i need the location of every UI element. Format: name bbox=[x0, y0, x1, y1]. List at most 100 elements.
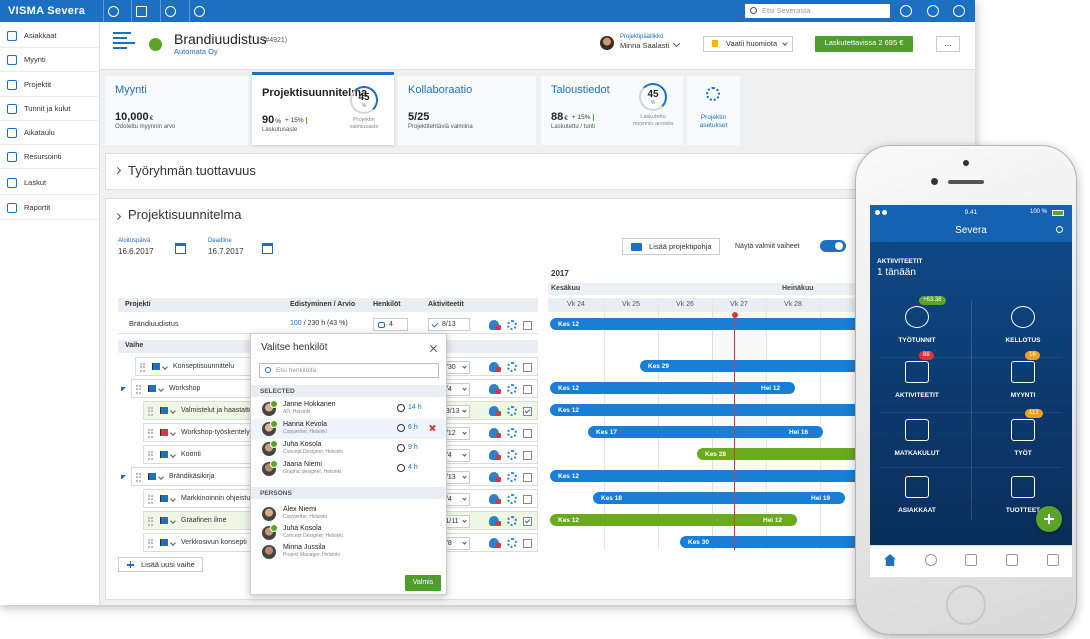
sidebar-item[interactable] bbox=[0, 196, 99, 220]
more-button[interactable]: ... bbox=[936, 36, 960, 52]
person-row[interactable] bbox=[251, 504, 446, 523]
gear-icon[interactable] bbox=[507, 427, 517, 438]
assign-icon[interactable] bbox=[489, 427, 499, 438]
gear-icon[interactable] bbox=[507, 320, 517, 330]
sidebar-item[interactable] bbox=[0, 24, 99, 48]
gear-icon[interactable] bbox=[507, 537, 517, 548]
gantt-bar[interactable]: Kes 30 bbox=[680, 536, 860, 548]
gantt-bar[interactable]: Kes 12 bbox=[550, 404, 860, 416]
gantt-bar[interactable]: Kes 12 bbox=[550, 318, 860, 330]
phase-flag[interactable] bbox=[148, 384, 156, 392]
assign-icon[interactable] bbox=[489, 537, 499, 548]
sidebar-item[interactable] bbox=[0, 145, 99, 169]
checkbox[interactable] bbox=[523, 494, 532, 504]
gantt-bar[interactable]: Kes 12 Hei 12 bbox=[550, 382, 795, 394]
sidebar-item[interactable] bbox=[0, 97, 99, 121]
assign-icon[interactable] bbox=[489, 383, 499, 394]
add-phase-button[interactable]: Lisää uusi vaihe bbox=[118, 557, 203, 572]
gear-icon[interactable] bbox=[507, 449, 517, 460]
phase-flag[interactable] bbox=[152, 362, 160, 370]
phase-flag[interactable] bbox=[160, 406, 168, 414]
assign-icon[interactable] bbox=[489, 449, 499, 460]
phase-flag[interactable] bbox=[148, 472, 156, 480]
assign-icon[interactable] bbox=[489, 515, 499, 526]
person-row[interactable] bbox=[251, 523, 446, 542]
toggle[interactable] bbox=[820, 240, 846, 252]
sidebar-item[interactable] bbox=[0, 171, 99, 195]
sidebar-item[interactable] bbox=[0, 121, 99, 145]
gear-icon[interactable] bbox=[507, 405, 517, 416]
expand-arrow[interactable] bbox=[121, 474, 126, 480]
gear-icon[interactable] bbox=[507, 361, 517, 372]
gantt-bar[interactable]: Kes 29 bbox=[640, 360, 860, 372]
sidebar-item[interactable] bbox=[0, 48, 99, 72]
tab-icon[interactable] bbox=[1047, 554, 1059, 566]
top-icon[interactable] bbox=[927, 5, 939, 17]
tab[interactable]: Projektisuunnitelma 90% + 15% Laskutusaste 4… bbox=[252, 72, 394, 145]
people-dropdown[interactable]: 4 bbox=[373, 318, 408, 331]
assign-icon[interactable] bbox=[489, 405, 499, 416]
tab[interactable]: Taloustiedot 88 € + 15% Laskutettu / tunti 45… bbox=[541, 76, 683, 145]
checkbox[interactable] bbox=[523, 450, 532, 460]
phase-flag[interactable] bbox=[160, 428, 168, 436]
checkbox[interactable] bbox=[523, 428, 532, 438]
assign-icon[interactable] bbox=[489, 361, 499, 372]
activities-dropdown[interactable]: 8/13 bbox=[428, 318, 470, 331]
calendar-icon[interactable] bbox=[175, 243, 186, 254]
phase-flag[interactable] bbox=[160, 450, 168, 458]
gantt-bar[interactable]: Kes 12 Hei 12 bbox=[550, 514, 797, 526]
gear-icon[interactable] bbox=[507, 493, 517, 504]
status-button[interactable]: Vaatii huomiota bbox=[703, 36, 793, 52]
gantt-bar[interactable]: Kes 28 bbox=[697, 448, 860, 460]
gear-icon[interactable] bbox=[507, 515, 517, 526]
top-icon[interactable] bbox=[953, 5, 965, 17]
top-icon[interactable] bbox=[900, 5, 912, 17]
assign-icon[interactable] bbox=[489, 320, 499, 330]
checkbox[interactable] bbox=[523, 472, 532, 482]
assign-icon[interactable] bbox=[489, 493, 499, 504]
phase-flag[interactable] bbox=[160, 516, 168, 524]
home-button[interactable] bbox=[946, 585, 986, 625]
tab[interactable]: Kollaboraatio 5/25 Projektitehtäviä valmii… bbox=[398, 76, 536, 145]
checkbox[interactable] bbox=[523, 516, 532, 526]
checkbox[interactable] bbox=[523, 362, 532, 372]
nav-icon[interactable] bbox=[194, 6, 205, 17]
phase-flag[interactable] bbox=[160, 538, 168, 546]
invoice-button[interactable]: Laskutettavissa 2 695 € bbox=[815, 36, 913, 52]
add-phase-label: Lisää uusi vaihe bbox=[141, 560, 195, 569]
lock-badge bbox=[496, 476, 501, 482]
done-button[interactable]: Valmis bbox=[405, 575, 441, 591]
nav-icon[interactable] bbox=[108, 6, 119, 17]
tab-icon[interactable] bbox=[965, 554, 977, 566]
assign-icon[interactable] bbox=[489, 471, 499, 482]
gear-icon[interactable] bbox=[507, 471, 517, 482]
nav-icon[interactable] bbox=[136, 6, 147, 17]
popup-search[interactable] bbox=[259, 363, 439, 378]
tab-icon[interactable] bbox=[925, 554, 937, 566]
tab[interactable]: Myynti 10,000 € Odotettu myynnin arvo bbox=[105, 76, 248, 145]
tab-icon[interactable] bbox=[884, 554, 896, 566]
nav-icon[interactable] bbox=[165, 6, 176, 17]
fab-button[interactable] bbox=[1036, 506, 1062, 532]
sidebar-item[interactable] bbox=[0, 73, 99, 97]
settings-tab[interactable]: Projektin asetukset bbox=[687, 76, 740, 145]
search-box[interactable] bbox=[745, 4, 890, 18]
checkbox[interactable] bbox=[523, 384, 532, 394]
calendar-icon[interactable] bbox=[262, 243, 273, 254]
project-icon-line bbox=[113, 47, 127, 49]
lock-badge bbox=[496, 325, 501, 330]
gantt-bar[interactable]: Kes 18 Hei 19 bbox=[593, 492, 845, 504]
expand-arrow[interactable] bbox=[121, 386, 126, 392]
phase-flag[interactable] bbox=[160, 494, 168, 502]
gantt-bar[interactable]: Kes 17 Hei 16 bbox=[588, 426, 823, 438]
checkbox[interactable] bbox=[523, 538, 532, 548]
checkbox[interactable] bbox=[523, 406, 532, 416]
gear-icon[interactable] bbox=[507, 383, 517, 394]
gantt-bar[interactable]: Kes 12 bbox=[550, 470, 860, 482]
productivity-panel[interactable] bbox=[105, 153, 970, 190]
checkbox[interactable] bbox=[523, 321, 532, 330]
person-row[interactable] bbox=[251, 542, 446, 561]
phone-search[interactable] bbox=[1056, 226, 1063, 233]
tab-icon[interactable] bbox=[1006, 554, 1018, 566]
add-template-button[interactable]: Lisää projektipohja bbox=[622, 238, 720, 255]
